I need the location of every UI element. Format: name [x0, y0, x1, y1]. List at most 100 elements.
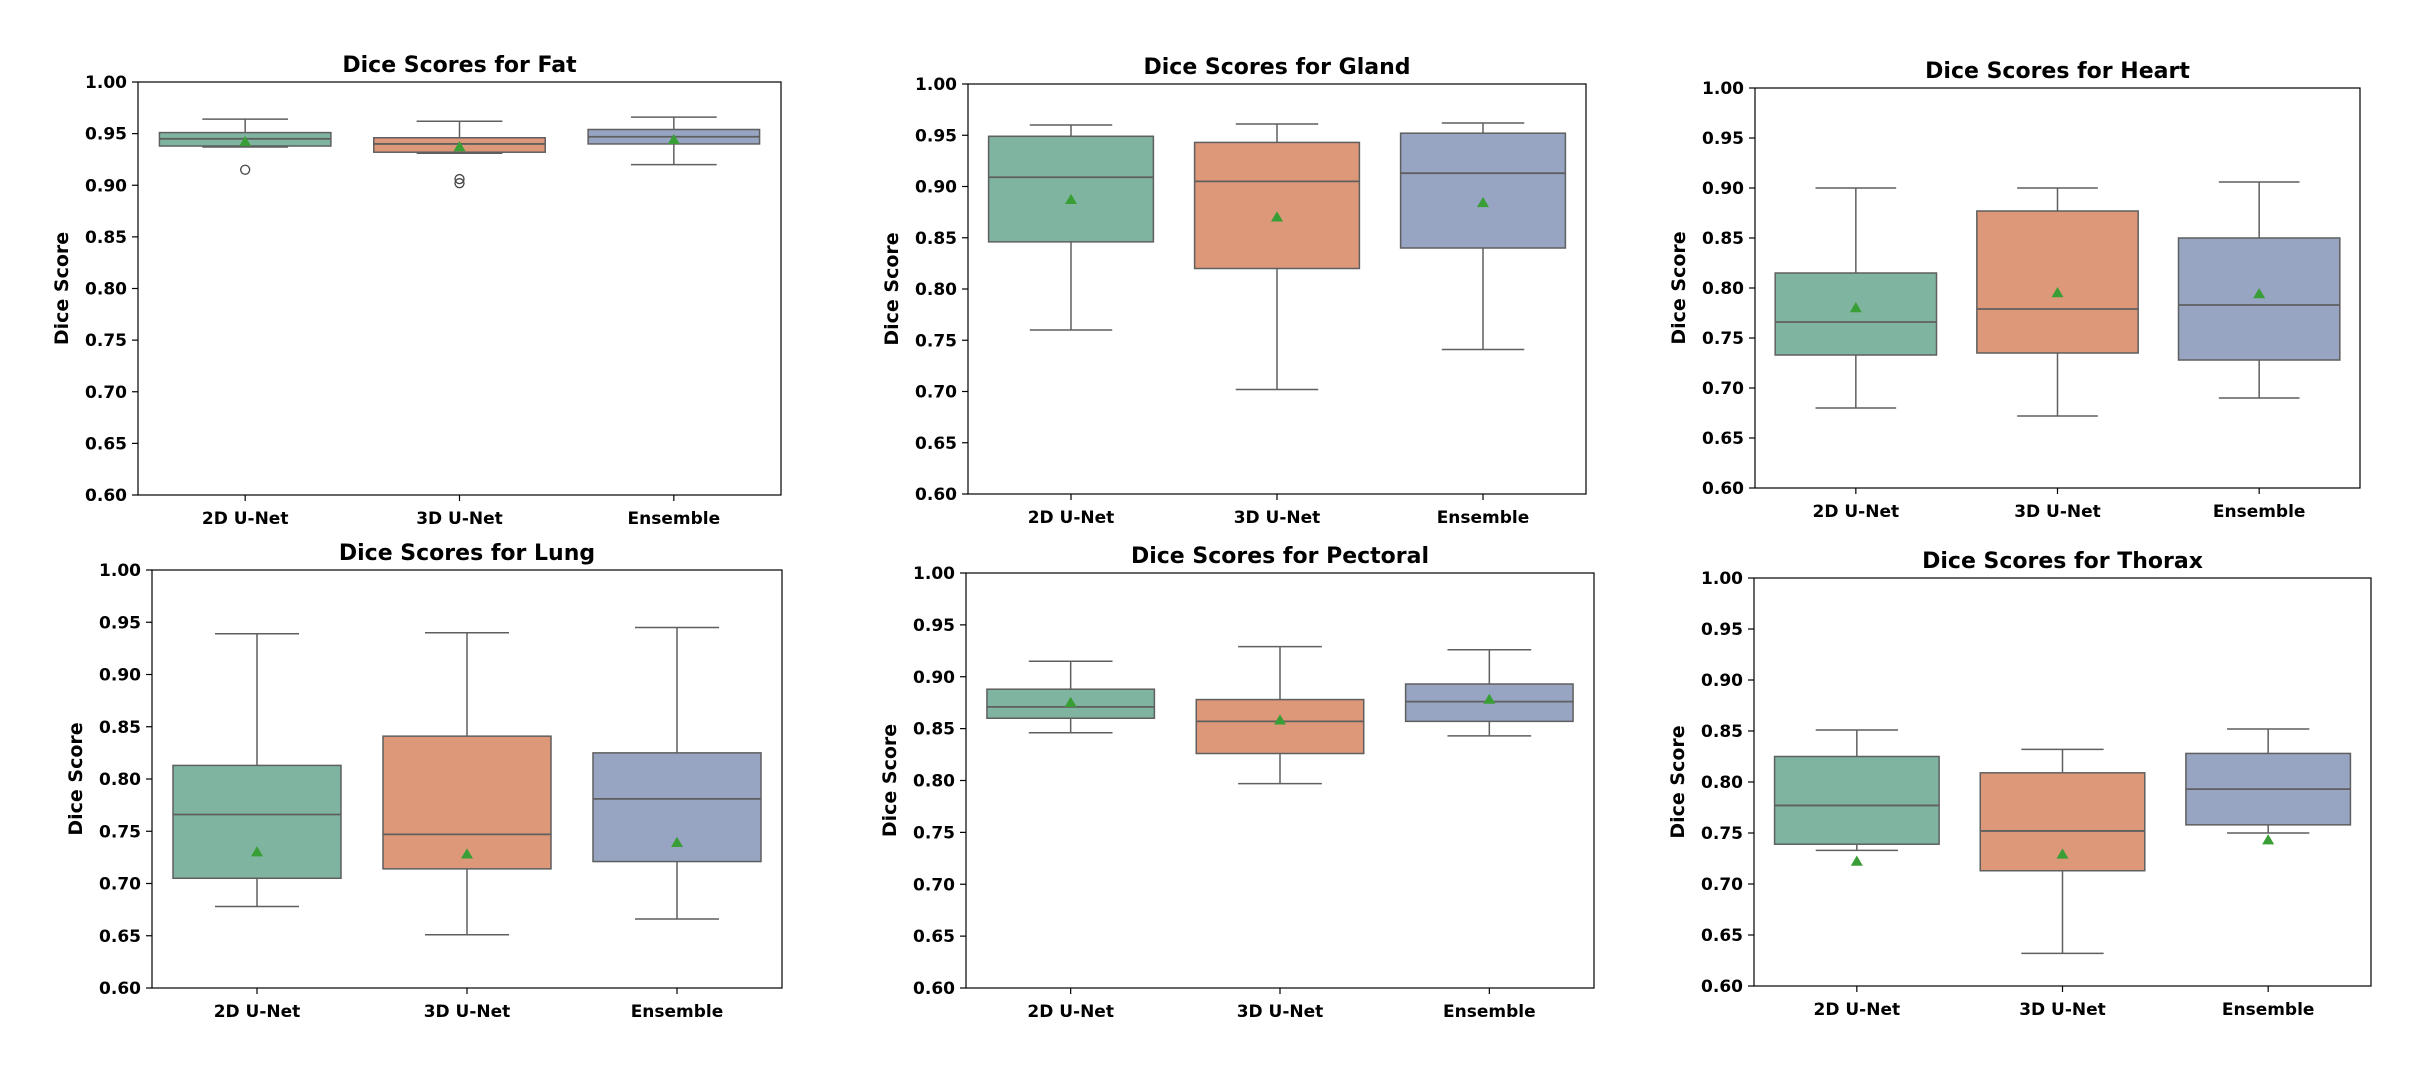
y-tick-label: 0.60 — [1701, 977, 1743, 997]
mean-marker — [251, 846, 263, 857]
chart-title: Dice Scores for Pectoral — [1131, 544, 1429, 569]
y-tick-label: 0.70 — [85, 383, 127, 403]
box-1: 2D U-Net — [172, 632, 342, 1022]
x-tick-label: 2D U-Net — [202, 509, 289, 529]
subplot-1: Dice Scores for Fat 0.60 0.65 0.70 0.75 0.80 0… — [51, 53, 782, 529]
mean-marker — [1065, 193, 1077, 205]
x-tick-label: Ensemble — [1443, 1002, 1536, 1022]
y-tick-label: 0.95 — [913, 616, 955, 636]
mean-marker — [1849, 302, 1862, 313]
x-tick-label: 2D U-Net — [214, 1002, 301, 1022]
mean-marker — [2056, 848, 2069, 859]
box-body — [1976, 210, 2139, 354]
y-tick-label: 0.85 — [913, 720, 955, 740]
y-tick-label: 0.90 — [913, 668, 955, 688]
y-tick-label: 0.90 — [85, 176, 127, 196]
y-tick-label: 0.85 — [915, 229, 957, 249]
box-3: Ensemble — [592, 626, 762, 1022]
y-tick-label: 0.85 — [85, 228, 127, 248]
y-tick-label: 0.65 — [1702, 429, 1744, 449]
y-tick-label: 0.85 — [1702, 229, 1744, 249]
y-tick-label: 0.80 — [915, 280, 957, 300]
x-tick-label: 2D U-Net — [1813, 502, 1900, 522]
y-axis-label: Dice Score — [881, 232, 903, 345]
y-tick-label: 0.80 — [1702, 279, 1744, 299]
y-tick-label: 0.95 — [1702, 129, 1744, 149]
y-tick-label: 0.60 — [1702, 479, 1744, 499]
box-body — [2177, 237, 2341, 361]
y-tick-label: 0.70 — [1701, 875, 1743, 895]
y-axis-label: Dice Score — [65, 722, 87, 835]
box-1: 2D U-Net — [1774, 187, 1938, 522]
box-body — [987, 135, 1155, 243]
mean-marker — [453, 141, 466, 152]
y-tick-label: 0.70 — [99, 875, 141, 895]
y-tick-label: 0.85 — [1701, 722, 1743, 742]
y-tick-label: 0.65 — [1701, 926, 1743, 946]
mean-marker — [671, 836, 683, 847]
box-3: Ensemble — [587, 116, 761, 529]
box-2: 3D U-Net — [382, 631, 552, 1022]
x-tick-label: 3D U-Net — [2014, 502, 2101, 522]
box-body — [1195, 698, 1365, 755]
box-2: 3D U-Net — [1976, 187, 2139, 522]
y-tick-label: 0.60 — [913, 979, 955, 999]
subplot-3: Dice Scores for Heart 0.60 0.65 0.70 0.75 0.8… — [1668, 59, 2361, 522]
mean-marker — [461, 848, 473, 859]
box-2: 3D U-Net — [1193, 123, 1361, 528]
y-tick-label: 0.80 — [85, 280, 127, 300]
x-tick-label: 3D U-Net — [416, 509, 503, 529]
y-tick-label: 0.80 — [99, 770, 141, 790]
subplot-6: Dice Scores for Thorax 0.60 0.65 0.70 0.75 0.… — [1667, 549, 2372, 1020]
subplot-2: Dice Scores for Gland 0.60 0.65 0.70 0.75 0.8… — [881, 55, 1587, 528]
box-body — [382, 735, 552, 870]
y-tick-label: 1.00 — [1702, 79, 1744, 99]
y-tick-label: 0.90 — [915, 178, 957, 198]
y-tick-label: 0.75 — [1701, 824, 1743, 844]
y-tick-label: 0.70 — [913, 875, 955, 895]
mean-marker — [1274, 714, 1286, 725]
mean-marker — [2262, 834, 2275, 845]
x-tick-label: 3D U-Net — [1234, 508, 1321, 528]
x-tick-label: Ensemble — [628, 509, 721, 529]
subplot-4: Dice Scores for Lung 0.60 0.65 0.70 0.75 0.80… — [65, 541, 783, 1022]
box-3: Ensemble — [2177, 181, 2341, 522]
x-tick-label: 2D U-Net — [1027, 1002, 1114, 1022]
box-body — [172, 764, 342, 880]
y-tick-label: 0.85 — [99, 718, 141, 738]
box-1: 2D U-Net — [1773, 729, 1940, 1020]
chart-title: Dice Scores for Thorax — [1922, 549, 2203, 574]
box-1: 2D U-Net — [987, 124, 1155, 528]
box-2: 3D U-Net — [1979, 748, 2146, 1020]
x-tick-label: Ensemble — [631, 1002, 724, 1022]
y-tick-label: 1.00 — [1701, 569, 1743, 589]
y-tick-label: 0.75 — [1702, 329, 1744, 349]
x-tick-label: Ensemble — [1437, 508, 1530, 528]
y-tick-label: 0.60 — [85, 486, 127, 506]
y-axis-label: Dice Score — [51, 232, 73, 345]
y-tick-label: 1.00 — [913, 564, 955, 584]
y-tick-label: 0.80 — [1701, 773, 1743, 793]
y-tick-label: 0.90 — [1701, 671, 1743, 691]
y-tick-label: 0.95 — [99, 613, 141, 633]
mean-marker — [1483, 693, 1496, 704]
x-tick-label: 2D U-Net — [1814, 1000, 1901, 1020]
box-body — [1193, 141, 1361, 270]
outlier-point — [240, 164, 251, 175]
box-3: Ensemble — [1399, 122, 1567, 528]
y-tick-label: 0.90 — [99, 666, 141, 686]
y-tick-label: 0.80 — [913, 772, 955, 792]
y-tick-label: 1.00 — [915, 75, 957, 95]
box-1: 2D U-Net — [158, 118, 332, 529]
x-tick-label: 3D U-Net — [1237, 1002, 1324, 1022]
y-tick-label: 0.60 — [915, 485, 957, 505]
box-body — [1773, 755, 1940, 845]
chart-title: Dice Scores for Lung — [339, 541, 595, 566]
box-2: 3D U-Net — [1195, 645, 1365, 1022]
outlier-point — [454, 178, 465, 189]
y-tick-label: 0.95 — [85, 125, 127, 145]
y-tick-label: 1.00 — [99, 561, 141, 581]
chart-title: Dice Scores for Heart — [1925, 59, 2190, 84]
box-1: 2D U-Net — [986, 660, 1156, 1022]
mean-marker — [2253, 288, 2266, 299]
